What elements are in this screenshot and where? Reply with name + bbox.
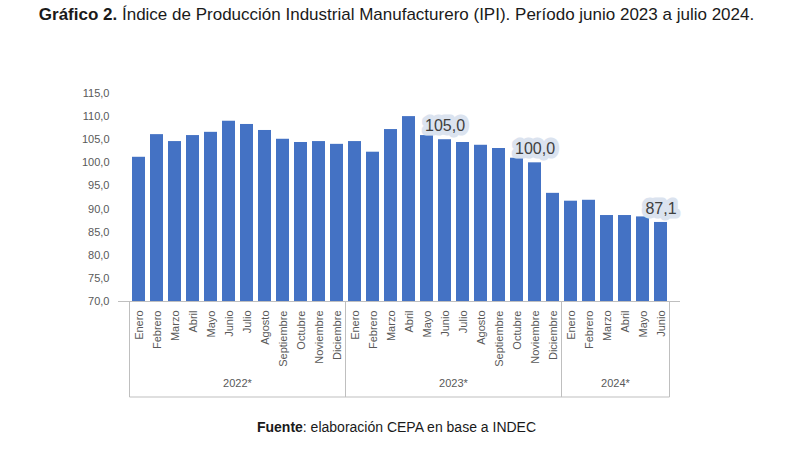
- svg-text:105,0: 105,0: [82, 133, 110, 145]
- svg-text:Agosto: Agosto: [475, 311, 487, 345]
- svg-text:Julio: Julio: [241, 311, 253, 334]
- svg-text:Enero: Enero: [565, 311, 577, 340]
- svg-text:87,1: 87,1: [645, 200, 676, 217]
- svg-text:100,0: 100,0: [82, 156, 110, 168]
- svg-text:70,0: 70,0: [88, 295, 109, 307]
- svg-text:Diciembre: Diciembre: [331, 311, 343, 361]
- html-text:Gráfico 2. Índice de Producció: Gráfico 2. Índice de Producción Industri…: [38, 5, 755, 24]
- svg-text:110,0: 110,0: [83, 110, 110, 122]
- svg-text:Agosto: Agosto: [259, 311, 271, 345]
- svg-text:90,0: 90,0: [88, 203, 109, 215]
- svg-text:80,0: 80,0: [88, 249, 109, 261]
- svg-text:Junio: Junio: [223, 311, 235, 337]
- svg-text:Octubre: Octubre: [295, 311, 307, 350]
- svg-text:75,0: 75,0: [88, 272, 109, 284]
- svg-text:Junio: Junio: [439, 311, 451, 337]
- svg-text:2022*: 2022*: [223, 377, 252, 389]
- svg-text:Abril: Abril: [187, 311, 199, 333]
- svg-text:Noviembre: Noviembre: [529, 311, 541, 364]
- svg-text:2024*: 2024*: [601, 377, 630, 389]
- html-text:Fuente: elaboración CEPA en ba: Fuente: elaboración CEPA en base a INDEC: [257, 419, 536, 435]
- svg-text:Enero: Enero: [349, 311, 361, 340]
- svg-text:Enero: Enero: [133, 311, 145, 340]
- svg-text:Marzo: Marzo: [385, 311, 397, 342]
- svg-text:Marzo: Marzo: [169, 311, 181, 342]
- svg-text:2023*: 2023*: [439, 377, 468, 389]
- svg-text:Febrero: Febrero: [583, 311, 595, 350]
- svg-text:105,0: 105,0: [425, 117, 465, 134]
- svg-text:Diciembre: Diciembre: [547, 311, 559, 361]
- svg-text:115,0: 115,0: [83, 87, 110, 99]
- svg-text:85,0: 85,0: [88, 226, 109, 238]
- svg-text:Marzo: Marzo: [601, 311, 613, 342]
- svg-text:95,0: 95,0: [88, 179, 109, 191]
- svg-text:Noviembre: Noviembre: [313, 311, 325, 364]
- svg-text:Mayo: Mayo: [205, 311, 217, 338]
- svg-text:Mayo: Mayo: [637, 311, 649, 338]
- svg-text:Octubre: Octubre: [511, 311, 523, 350]
- svg-text:Mayo: Mayo: [421, 311, 433, 338]
- svg-text:Septiembre: Septiembre: [277, 311, 289, 367]
- svg-text:Abril: Abril: [403, 311, 415, 333]
- svg-text:Septiembre: Septiembre: [493, 311, 505, 367]
- svg-text:Junio: Junio: [655, 311, 667, 337]
- svg-text:Julio: Julio: [457, 311, 469, 334]
- svg-text:Abril: Abril: [619, 311, 631, 333]
- svg-text:Febrero: Febrero: [367, 311, 379, 350]
- svg-text:Febrero: Febrero: [151, 311, 163, 350]
- svg-text:100,0: 100,0: [515, 140, 555, 157]
